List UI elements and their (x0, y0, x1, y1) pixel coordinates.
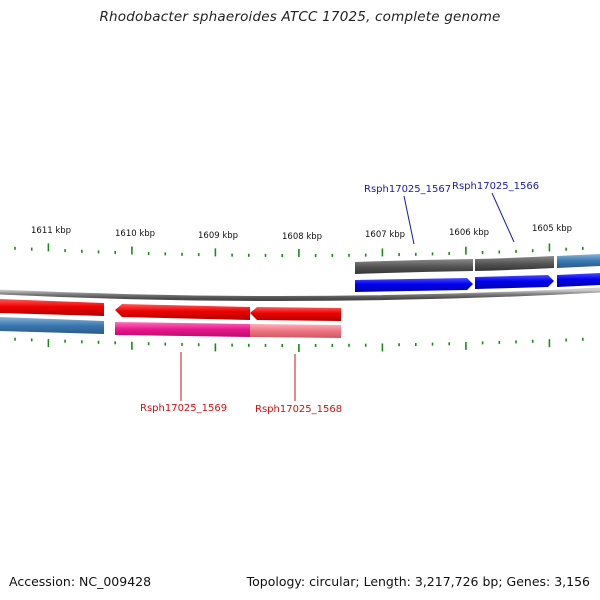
accession-text: Accession: NC_009428 (9, 574, 152, 589)
tick-label-1607: 1607 kbp (365, 230, 405, 240)
map-title: Rhodobacter sphaeroides ATCC 17025, comp… (99, 9, 501, 25)
gene-label-1566[interactable]: Rsph17025_1566 (452, 181, 539, 192)
tick-label-1610: 1610 kbp (115, 229, 155, 239)
forward-gene-track (355, 254, 600, 274)
gene-label-1569[interactable]: Rsph17025_1569 (140, 403, 227, 414)
tick-label-1609: 1609 kbp (198, 231, 238, 241)
gene-feature-1568[interactable] (250, 324, 341, 338)
tick-label-1611: 1611 kbp (31, 226, 71, 236)
gene-feature-1566[interactable] (475, 256, 554, 271)
gene-label-1568[interactable]: Rsph17025_1568 (255, 404, 342, 415)
gene-feature-prev[interactable] (0, 317, 104, 334)
forward-cds-track (355, 273, 600, 292)
leader-1567 (403, 195, 415, 245)
tick-label-1605: 1605 kbp (532, 224, 572, 234)
cds-arrow-1568[interactable] (250, 307, 341, 321)
tick-marks-lower (14, 337, 584, 352)
cds-arrow-next[interactable] (557, 273, 600, 287)
cds-arrow-prev[interactable] (0, 299, 104, 316)
genome-backbone (0, 287, 600, 302)
tick-label-1606: 1606 kbp (449, 228, 489, 238)
cds-arrow-1567[interactable] (355, 278, 473, 292)
gene-labels: Rsph17025_1567 Rsph17025_1566 Rsph17025_… (140, 181, 539, 415)
label-leaders (180, 192, 515, 401)
gene-label-1567[interactable]: Rsph17025_1567 (364, 184, 451, 195)
genome-summary-text: Topology: circular; Length: 3,217,726 bp… (246, 574, 590, 589)
leader-1566 (491, 192, 515, 243)
tick-marks-upper (14, 243, 584, 257)
tick-label-1608: 1608 kbp (282, 232, 322, 242)
reverse-gene-track (0, 317, 341, 338)
tick-labels: 1611 kbp 1610 kbp 1609 kbp 1608 kbp 1607… (31, 224, 572, 242)
gene-feature-1567[interactable] (355, 259, 473, 274)
gene-feature-next[interactable] (557, 254, 600, 268)
cds-arrow-1569[interactable] (115, 304, 250, 320)
reverse-cds-track (0, 299, 341, 321)
cds-arrow-1566[interactable] (475, 275, 554, 289)
gene-feature-1569[interactable] (115, 322, 250, 337)
